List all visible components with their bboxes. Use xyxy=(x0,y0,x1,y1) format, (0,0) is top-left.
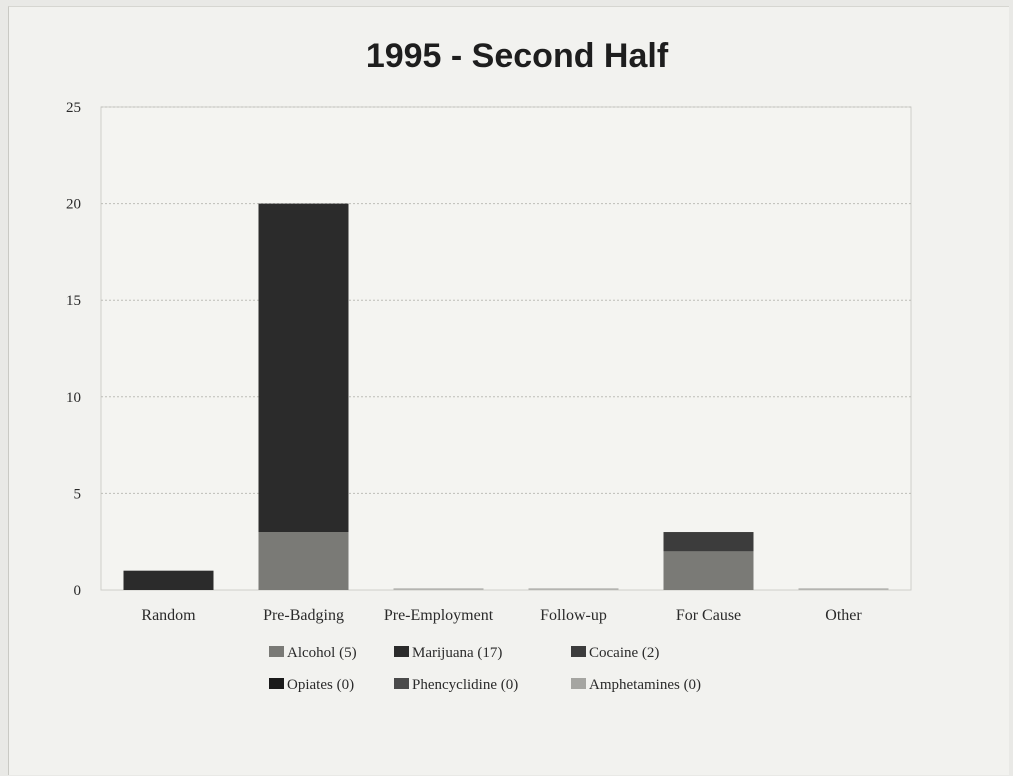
bar-segment xyxy=(123,570,214,590)
plot-background xyxy=(100,106,912,591)
x-category-label: Pre-Badging xyxy=(263,607,344,624)
legend-swatch xyxy=(571,678,586,689)
x-category-label: For Cause xyxy=(676,607,741,624)
x-category-label: Pre-Employment xyxy=(384,607,494,624)
bar-segment xyxy=(258,532,349,590)
bar-segment xyxy=(258,203,349,533)
legend-swatch xyxy=(269,678,284,689)
y-tick-label: 0 xyxy=(74,583,82,599)
bar-segment xyxy=(663,551,754,590)
legend-swatch xyxy=(269,646,284,657)
chart-frame: 1995 - Second Half 0 5 10 15 20 25 Random Pre-… xyxy=(8,6,1009,775)
y-axis: 0 5 10 15 20 25 xyxy=(66,100,81,599)
legend-label: Opiates (0) xyxy=(287,677,354,693)
bars xyxy=(123,203,889,590)
x-axis: Random Pre-Badging Pre-Employment Follow-up… xyxy=(141,607,862,624)
legend-label: Cocaine (2) xyxy=(589,645,659,661)
chart-title: 1995 - Second Half xyxy=(366,37,669,75)
legend: Alcohol (5) Marijuana (17) Cocaine (2) Opia… xyxy=(269,645,701,693)
legend-label: Amphetamines (0) xyxy=(589,677,701,693)
legend-swatch xyxy=(571,646,586,657)
x-category-label: Other xyxy=(825,607,862,624)
x-category-label: Follow-up xyxy=(540,607,607,624)
legend-label: Phencyclidine (0) xyxy=(412,677,518,693)
bar-segment xyxy=(663,532,754,552)
chart-canvas: 1995 - Second Half 0 5 10 15 20 25 Random Pre-… xyxy=(66,37,912,693)
y-tick-label: 10 xyxy=(66,390,81,406)
y-tick-label: 25 xyxy=(66,100,81,116)
gridlines xyxy=(101,106,911,494)
y-tick-label: 20 xyxy=(66,197,81,213)
legend-label: Alcohol (5) xyxy=(287,645,357,661)
y-tick-label: 15 xyxy=(66,293,81,309)
plot-area xyxy=(100,106,912,591)
legend-swatch xyxy=(394,678,409,689)
legend-label: Marijuana (17) xyxy=(412,645,502,661)
y-tick-label: 5 xyxy=(74,486,82,502)
x-category-label: Random xyxy=(141,607,196,624)
legend-swatch xyxy=(394,646,409,657)
